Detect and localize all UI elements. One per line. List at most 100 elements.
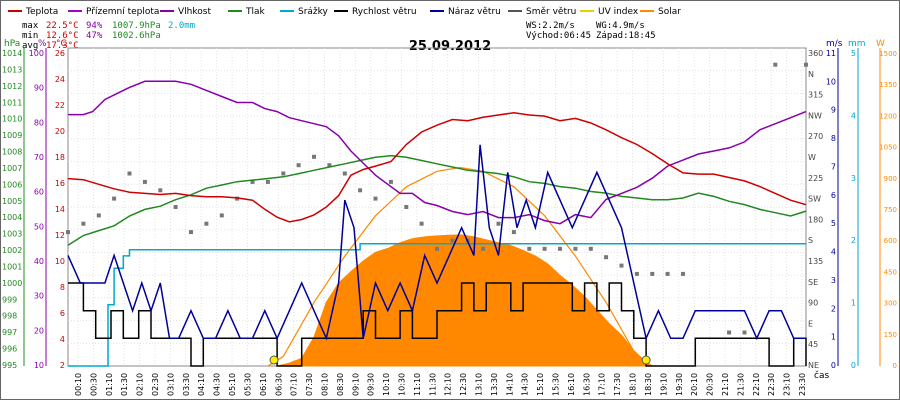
press-tick: 1007 bbox=[2, 164, 22, 173]
wind-direction-point bbox=[250, 179, 255, 184]
axis-ticks: 1014101310121011101010091008100710061005… bbox=[2, 49, 897, 396]
dir-tick: 180 bbox=[808, 215, 823, 224]
wind-direction-point bbox=[219, 213, 224, 218]
wind-direction-point bbox=[204, 221, 209, 226]
time-tick: 23:30 bbox=[798, 373, 807, 396]
solar-tick: 450 bbox=[884, 268, 897, 276]
temp-tick: 26 bbox=[55, 49, 65, 58]
time-tick: 03:30 bbox=[182, 373, 191, 396]
temp-tick: 8 bbox=[60, 283, 65, 292]
wind-direction-point bbox=[158, 188, 163, 193]
press-tick: 997 bbox=[2, 328, 17, 337]
stats-sunrise: Východ:06:45 bbox=[526, 31, 591, 41]
time-tick: 18:30 bbox=[644, 373, 653, 396]
time-tick: 04:30 bbox=[213, 373, 222, 396]
wind-direction-point bbox=[127, 171, 132, 176]
hum-tick: 90 bbox=[34, 84, 44, 93]
rain-tick: 3 bbox=[851, 174, 856, 183]
wind-tick: 4 bbox=[831, 248, 836, 257]
wind-direction-point bbox=[588, 246, 593, 251]
wind-direction-point bbox=[81, 221, 86, 226]
solar-area bbox=[276, 234, 655, 367]
hum-tick: 60 bbox=[34, 188, 44, 197]
wind-direction-point bbox=[558, 246, 562, 251]
stats-min-label: min bbox=[22, 31, 38, 41]
press-tick: 1008 bbox=[2, 148, 22, 157]
temp-tick: 10 bbox=[55, 257, 65, 266]
solar-tick: 1500 bbox=[879, 50, 897, 58]
temp-tick: 4 bbox=[60, 335, 65, 344]
stats-wg: WG:4.9m/s bbox=[596, 21, 645, 31]
hum-tick: 10 bbox=[34, 361, 44, 370]
time-tick: 16:10 bbox=[567, 373, 576, 396]
wind-direction-point bbox=[327, 163, 332, 168]
hum-unit: % bbox=[38, 39, 47, 49]
wind-tick: 7 bbox=[831, 162, 836, 171]
wind-direction-point bbox=[650, 271, 655, 276]
time-tick: 19:30 bbox=[675, 373, 684, 396]
time-tick: 08:30 bbox=[336, 373, 345, 396]
wind-speed-line bbox=[68, 282, 807, 367]
stats-avg-temp: 17.3°C bbox=[46, 41, 79, 51]
hum-tick: 70 bbox=[34, 153, 44, 162]
dir-tick: 360 bbox=[808, 49, 823, 58]
wind-unit: m/s bbox=[826, 39, 843, 49]
legend-label: Náraz větru bbox=[448, 7, 501, 17]
solar-tick: 150 bbox=[884, 331, 897, 339]
wind-direction-point bbox=[619, 263, 624, 268]
time-tick: 05:30 bbox=[243, 373, 252, 396]
time-tick: 02:10 bbox=[136, 373, 145, 396]
uv-marker bbox=[269, 355, 279, 365]
time-tick: 01:30 bbox=[120, 373, 129, 396]
stats-max-hum: 94% bbox=[86, 21, 103, 31]
wind-direction-point bbox=[511, 230, 516, 235]
legend-label: Přízemní teplota bbox=[86, 7, 159, 17]
dir-tick: 270 bbox=[808, 132, 823, 141]
time-tick: 17:10 bbox=[598, 373, 607, 396]
wind-direction-point bbox=[481, 246, 486, 251]
temp-tick: 22 bbox=[55, 101, 65, 110]
solar-tick: 1350 bbox=[879, 81, 897, 89]
wind-direction-point bbox=[312, 154, 316, 159]
time-unit: čas bbox=[814, 370, 829, 381]
wind-direction-point bbox=[373, 196, 378, 201]
time-tick: 20:30 bbox=[706, 373, 715, 396]
axis-lines bbox=[23, 48, 881, 366]
time-tick: 23:10 bbox=[783, 373, 792, 396]
press-tick: 1012 bbox=[2, 82, 22, 91]
stats-avg-label: avg bbox=[22, 41, 38, 51]
press-tick: 1009 bbox=[2, 131, 22, 140]
press-tick: 995 bbox=[2, 361, 17, 370]
wind-direction-point bbox=[527, 246, 532, 251]
stats-max-temp: 22.5°C bbox=[46, 21, 79, 31]
wind-direction-point bbox=[804, 62, 808, 67]
time-tick: 06:10 bbox=[259, 373, 268, 396]
press-tick: 1013 bbox=[2, 65, 22, 74]
temp-tick: 6 bbox=[60, 309, 65, 318]
dir-tick: 135 bbox=[808, 257, 823, 266]
time-tick: 00:10 bbox=[74, 373, 83, 396]
time-tick: 03:10 bbox=[166, 373, 175, 396]
temperature-line bbox=[67, 111, 807, 223]
wind-direction-point bbox=[96, 213, 101, 218]
wind-direction-point bbox=[281, 171, 286, 176]
press-tick: 1011 bbox=[2, 98, 22, 107]
time-tick: 14:30 bbox=[521, 373, 530, 396]
solar-tick: 1200 bbox=[879, 112, 897, 120]
press-tick: 998 bbox=[2, 312, 17, 321]
press-tick: 1002 bbox=[2, 246, 22, 255]
humidity-line bbox=[68, 80, 807, 225]
wind-direction-point bbox=[435, 246, 439, 251]
rain-tick: 4 bbox=[851, 111, 856, 120]
solar-tick: 300 bbox=[884, 300, 897, 308]
press-tick: 1010 bbox=[2, 115, 22, 124]
time-tick: 13:30 bbox=[490, 373, 499, 396]
solar-tick: 1050 bbox=[879, 144, 897, 152]
press-tick: 1004 bbox=[2, 213, 22, 222]
temp-tick: 24 bbox=[55, 75, 65, 84]
time-tick: 14:10 bbox=[505, 373, 514, 396]
chart-title: 25.09.2012 bbox=[409, 39, 491, 54]
solar-tick: 0 bbox=[893, 362, 897, 370]
gridlines bbox=[68, 48, 806, 366]
